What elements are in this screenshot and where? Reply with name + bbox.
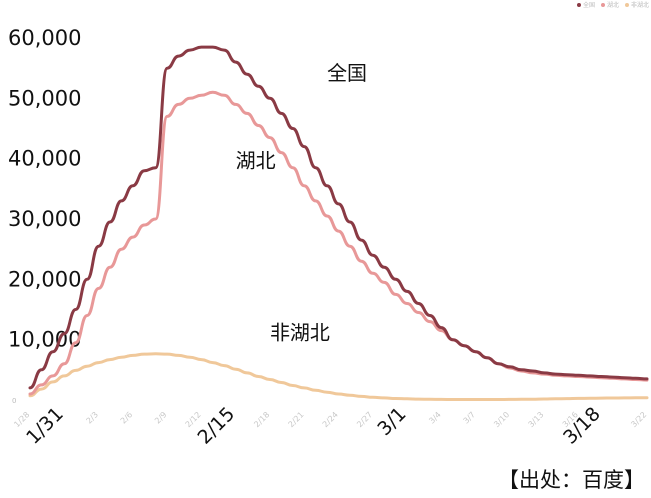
x-tick-label-minor: 3/4: [427, 410, 442, 425]
legend-item-national[interactable]: 全国: [576, 0, 595, 9]
y-tick-label: 10,000: [8, 328, 81, 352]
series-line-2: [28, 352, 649, 401]
y-tick-label: 20,000: [8, 267, 81, 291]
y-axis: 0 10,000 20,000 30,000 40,000 50,000 60,000: [8, 26, 81, 405]
x-tick-label-major: 1/31: [22, 403, 68, 449]
x-tick-label-minor: 2/3: [85, 410, 100, 425]
legend-dot-icon: [576, 2, 581, 7]
y-tick-label: 40,000: [8, 147, 81, 171]
x-tick-label-major: 3/1: [373, 403, 410, 440]
y-tick-label: 30,000: [8, 207, 81, 231]
series-annotation: 湖北: [236, 149, 276, 173]
y-tick-label: 0: [12, 397, 16, 405]
legend-dot-icon: [624, 2, 629, 7]
x-tick-label-major: 2/15: [193, 403, 239, 449]
legend-dot-icon: [600, 2, 605, 7]
x-tick-label-minor: 2/9: [153, 410, 168, 425]
series-line-0: [28, 45, 649, 390]
source-note: 【出处：百度】: [498, 468, 645, 492]
x-axis: 1/281/31 2/3 2/6 2/9 2/122/15 2/18 2/21 2/24 2/2…: [12, 403, 648, 449]
series-lines: [28, 45, 649, 401]
legend: 全国 湖北 非湖北: [576, 0, 649, 9]
y-tick-label: 50,000: [8, 86, 81, 110]
x-tick-label-minor: 2/6: [119, 410, 134, 425]
y-tick-label: 60,000: [8, 26, 81, 50]
x-tick-label-minor: 3/13: [527, 410, 546, 429]
x-tick-label-minor: 2/27: [355, 410, 374, 429]
x-tick-label-minor: 3/7: [462, 410, 477, 425]
legend-label: 全国: [582, 2, 595, 9]
x-tick-label-major: 3/18: [559, 403, 605, 449]
x-tick-label-minor: 3/22: [629, 410, 648, 429]
legend-label: 湖北: [606, 2, 619, 9]
series-annotation: 非湖北: [270, 321, 330, 345]
x-tick-label-minor: 3/10: [492, 410, 511, 429]
x-tick-label-minor: 2/18: [252, 410, 271, 429]
x-tick-label-minor: 2/21: [287, 410, 306, 429]
x-tick-label-minor: 2/24: [321, 410, 340, 429]
legend-label: 非湖北: [630, 2, 649, 9]
series-annotation: 全国: [327, 61, 367, 85]
series-line-1: [28, 90, 649, 396]
legend-item-hubei[interactable]: 湖北: [600, 0, 619, 9]
legend-item-non-hubei[interactable]: 非湖北: [624, 0, 649, 9]
